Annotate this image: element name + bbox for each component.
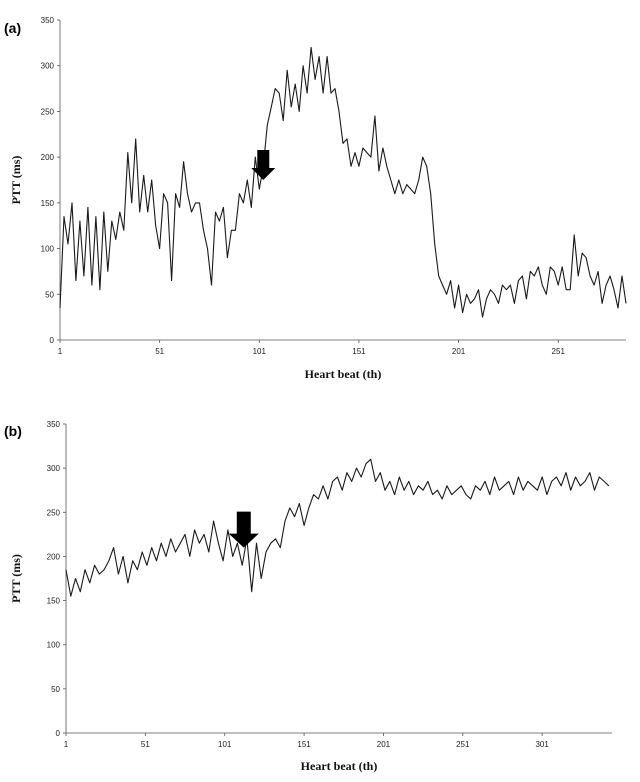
x-axis-title: Heart beat (th) — [301, 759, 378, 773]
y-tick-label: 250 — [47, 508, 61, 517]
series-line — [59, 46, 627, 318]
y-tick-label: 150 — [41, 199, 55, 208]
x-axis-title: Heart beat (th) — [305, 367, 382, 381]
y-tick-label: 200 — [41, 153, 55, 162]
y-tick-label: 150 — [47, 597, 61, 606]
y-tick-label: 300 — [41, 62, 55, 71]
panel-label: (a) — [4, 20, 21, 36]
x-tick-label: 251 — [456, 740, 470, 749]
x-tick-label: 51 — [141, 740, 150, 749]
y-axis-title: PTT (ms) — [9, 156, 23, 205]
y-tick-label: 300 — [47, 464, 61, 473]
y-tick-label: 0 — [56, 729, 61, 738]
x-tick-label: 251 — [552, 347, 566, 356]
x-tick-label: 201 — [452, 347, 466, 356]
y-tick-label: 350 — [47, 420, 61, 429]
x-tick-label: 201 — [377, 740, 391, 749]
series-line — [65, 458, 610, 597]
x-tick-label: 51 — [155, 347, 164, 356]
x-tick-label: 1 — [58, 347, 63, 356]
x-tick-label: 151 — [352, 347, 366, 356]
panel-label: (b) — [4, 423, 22, 439]
y-tick-label: 250 — [41, 107, 55, 116]
x-tick-label: 301 — [535, 740, 549, 749]
x-tick-label: 101 — [253, 347, 267, 356]
x-tick-label: 1 — [64, 740, 69, 749]
y-tick-label: 100 — [47, 641, 61, 650]
x-tick-label: 101 — [218, 740, 232, 749]
arrow-annotation — [228, 511, 259, 548]
y-tick-label: 50 — [51, 685, 60, 694]
y-axis-title: PTT (ms) — [9, 554, 23, 603]
y-tick-label: 200 — [47, 552, 61, 561]
x-tick-label: 151 — [297, 740, 311, 749]
y-tick-label: 100 — [41, 245, 55, 254]
arrow-annotation — [251, 150, 276, 180]
y-tick-label: 50 — [45, 290, 54, 299]
y-tick-label: 350 — [41, 16, 55, 25]
y-tick-label: 0 — [50, 336, 55, 345]
